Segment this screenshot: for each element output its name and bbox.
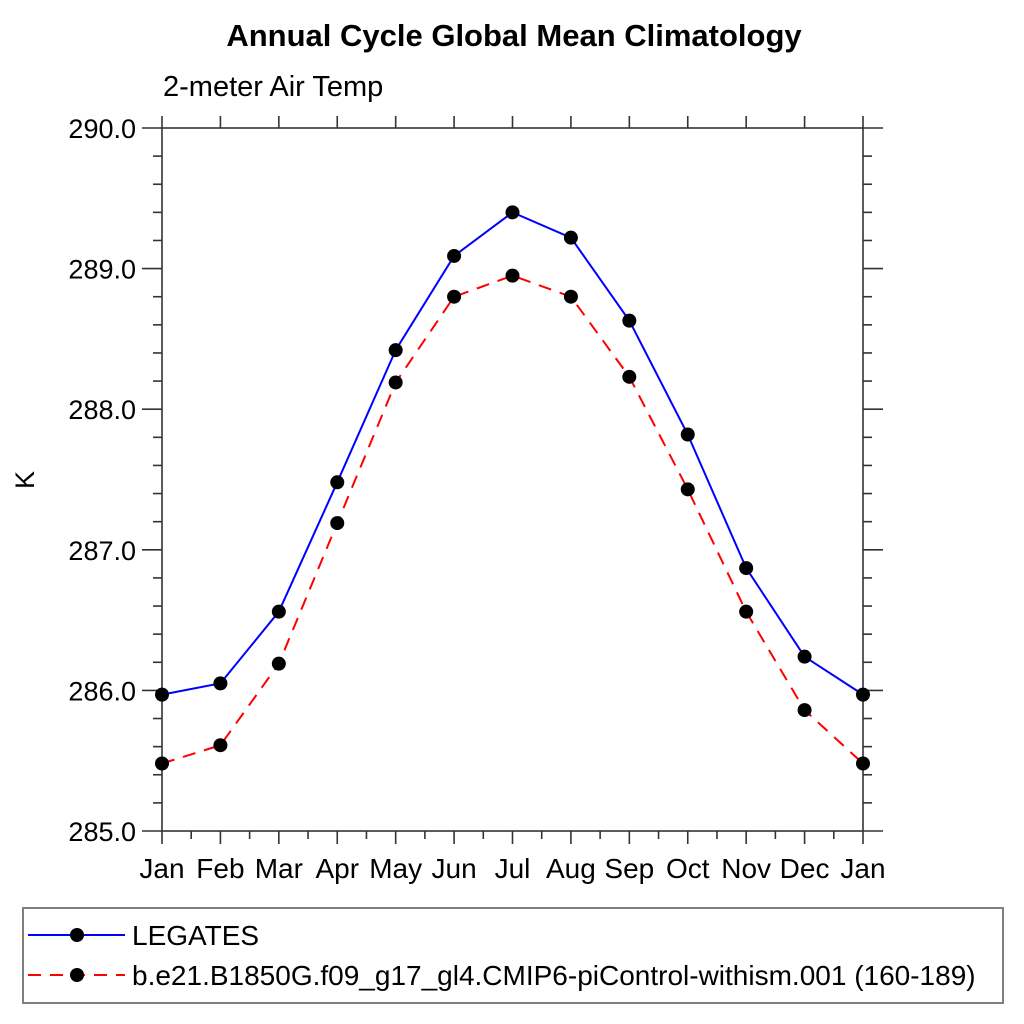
x-tick-label: Apr — [315, 853, 359, 884]
series-group — [155, 205, 870, 771]
x-tick-label: Nov — [721, 853, 771, 884]
data-point-marker — [388, 343, 403, 358]
data-point-marker — [505, 268, 520, 283]
data-point-marker — [856, 687, 870, 702]
legend-marker-model — [70, 968, 84, 982]
x-tick-label: Mar — [255, 853, 303, 884]
data-point-marker — [797, 649, 812, 664]
chart-subtitle: 2-meter Air Temp — [163, 71, 383, 103]
data-point-marker — [155, 687, 169, 702]
data-point-marker — [856, 756, 870, 771]
x-tick-label: Jun — [432, 853, 477, 884]
data-point-marker — [563, 230, 578, 245]
data-point-marker — [680, 427, 695, 442]
y-tick-label: 288.0 — [68, 395, 136, 425]
data-point-marker — [739, 561, 754, 576]
legend-marker-legates — [70, 928, 84, 942]
data-point-marker — [330, 475, 345, 490]
data-point-marker — [213, 738, 228, 753]
data-point-marker — [213, 676, 228, 691]
y-tick-label: 285.0 — [68, 817, 136, 847]
data-point-marker — [797, 703, 812, 718]
x-tick-label: Sep — [604, 853, 654, 884]
chart-title: Annual Cycle Global Mean Climatology — [226, 18, 802, 53]
x-tick-label: Feb — [196, 853, 244, 884]
legend-label-legates: LEGATES — [132, 920, 259, 951]
plot-frame — [161, 127, 864, 832]
data-point-marker — [622, 313, 637, 328]
x-tick-label: Aug — [546, 853, 596, 884]
data-point-marker — [622, 369, 637, 384]
x-tick-label: Oct — [666, 853, 710, 884]
data-point-marker — [155, 756, 169, 771]
series-line-0 — [161, 211, 864, 696]
y-axis-label: K — [10, 471, 40, 489]
x-tick-label: May — [369, 853, 422, 884]
data-point-marker — [271, 656, 286, 671]
data-point-marker — [388, 375, 403, 390]
legend-box — [22, 907, 1004, 1004]
x-tick-label: Jul — [495, 853, 531, 884]
data-point-marker — [563, 289, 578, 304]
y-tick-label: 289.0 — [68, 255, 136, 285]
data-point-marker — [505, 205, 520, 220]
x-tick-label: Dec — [780, 853, 830, 884]
data-point-marker — [739, 604, 754, 619]
x-tick-label: Jan — [139, 853, 184, 884]
data-point-marker — [447, 289, 462, 304]
x-tick-label: Jan — [840, 853, 885, 884]
legend-label-model: b.e21.B1850G.f09_g17_gl4.CMIP6-piControl… — [132, 960, 976, 991]
data-point-marker — [271, 604, 286, 619]
series-line-1 — [161, 274, 864, 765]
data-point-marker — [330, 516, 345, 531]
y-tick-label: 290.0 — [68, 114, 136, 144]
data-point-marker — [680, 482, 695, 497]
y-tick-label: 286.0 — [68, 676, 136, 706]
data-point-marker — [447, 248, 462, 263]
y-tick-label: 287.0 — [68, 536, 136, 566]
axes: 285.0 286.0 287.0 288.0 289.0 290.0 Jan Feb Mar A… — [68, 114, 885, 884]
legend: LEGATES b.e21.B1850G.f09_g17_gl4.CMIP6-p… — [22, 907, 1004, 1004]
